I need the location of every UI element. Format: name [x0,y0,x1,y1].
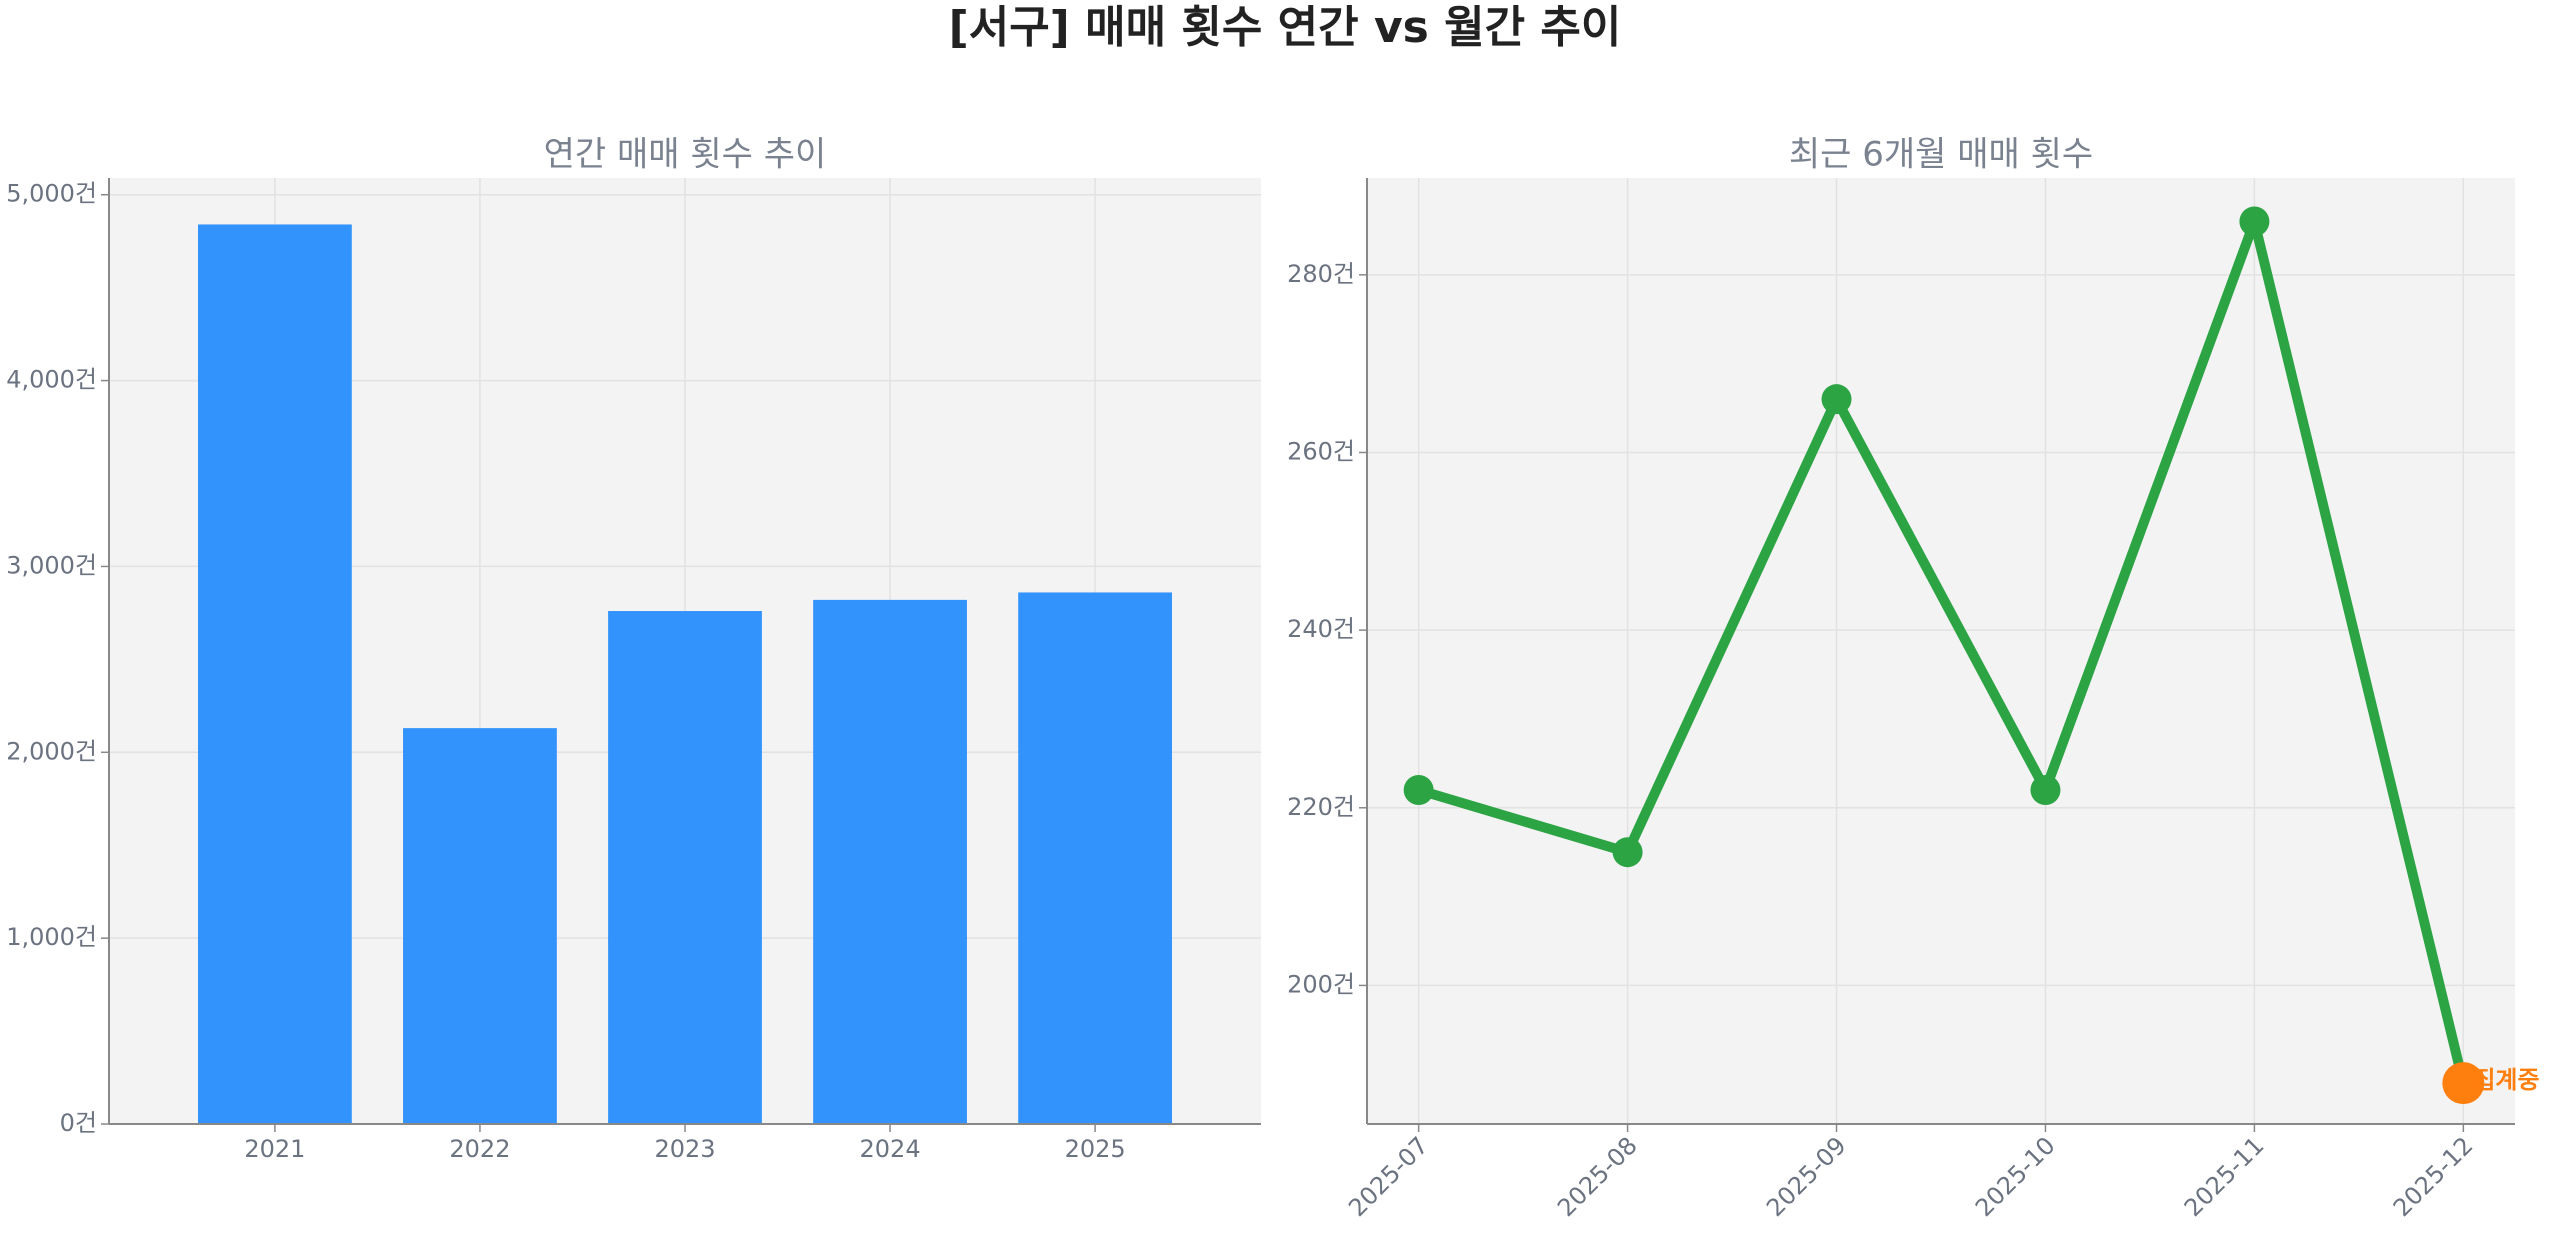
annotation: 집계중 [2473,1066,2539,1094]
y-tick-label: 260건 [1287,437,1355,465]
bar [1018,592,1173,1124]
bar [403,728,557,1124]
y-tick-label: 0건 [60,1109,97,1137]
x-tick-label: 2025-09 [1761,1131,1852,1222]
x-tick-label: 2025-11 [2179,1131,2270,1222]
plot-area [1367,178,2515,1124]
x-tick-label: 2022 [449,1135,510,1163]
x-tick-label: 2025-08 [1552,1131,1643,1222]
y-tick-label: 200건 [1287,970,1355,998]
point [1821,384,1852,415]
point [1612,837,1643,868]
point [2442,1062,2485,1105]
y-tick-label: 5,000건 [6,180,97,208]
bar [197,224,352,1125]
y-tick-label: 240건 [1287,615,1355,643]
chart-title: 연간 매매 횟수 추이 [544,135,827,175]
x-tick-label: 2025-10 [1970,1131,2061,1222]
chart-title: 최근 6개월 매매 횟수 [1789,135,2093,175]
y-tick-label: 4,000건 [6,366,97,394]
y-tick-label: 220건 [1287,793,1355,821]
bar [608,611,762,1124]
bar [813,599,967,1124]
x-tick-label: 2024 [860,1135,921,1163]
y-tick-label: 2,000건 [6,737,97,765]
x-tick-label: 2025 [1065,1135,1126,1163]
y-tick-label: 3,000건 [6,551,97,579]
point [2239,206,2270,237]
y-tick-label: 280건 [1287,260,1355,288]
point [1403,775,1434,806]
x-tick-label: 2025-07 [1343,1131,1434,1222]
point [2030,775,2061,806]
x-tick-label: 2023 [654,1135,715,1163]
x-tick-label: 2025-12 [2388,1131,2479,1222]
line [1417,216,2469,1085]
x-tick-label: 2021 [244,1135,305,1163]
y-tick-label: 1,000건 [6,923,97,951]
figure-title: [서구] 매매 횟수 연간 vs 월간 추이 [949,2,1622,53]
